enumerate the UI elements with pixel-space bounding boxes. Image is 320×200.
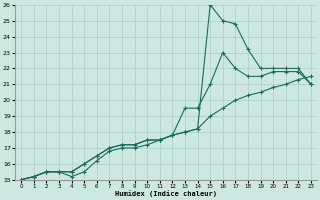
X-axis label: Humidex (Indice chaleur): Humidex (Indice chaleur)	[115, 190, 217, 197]
